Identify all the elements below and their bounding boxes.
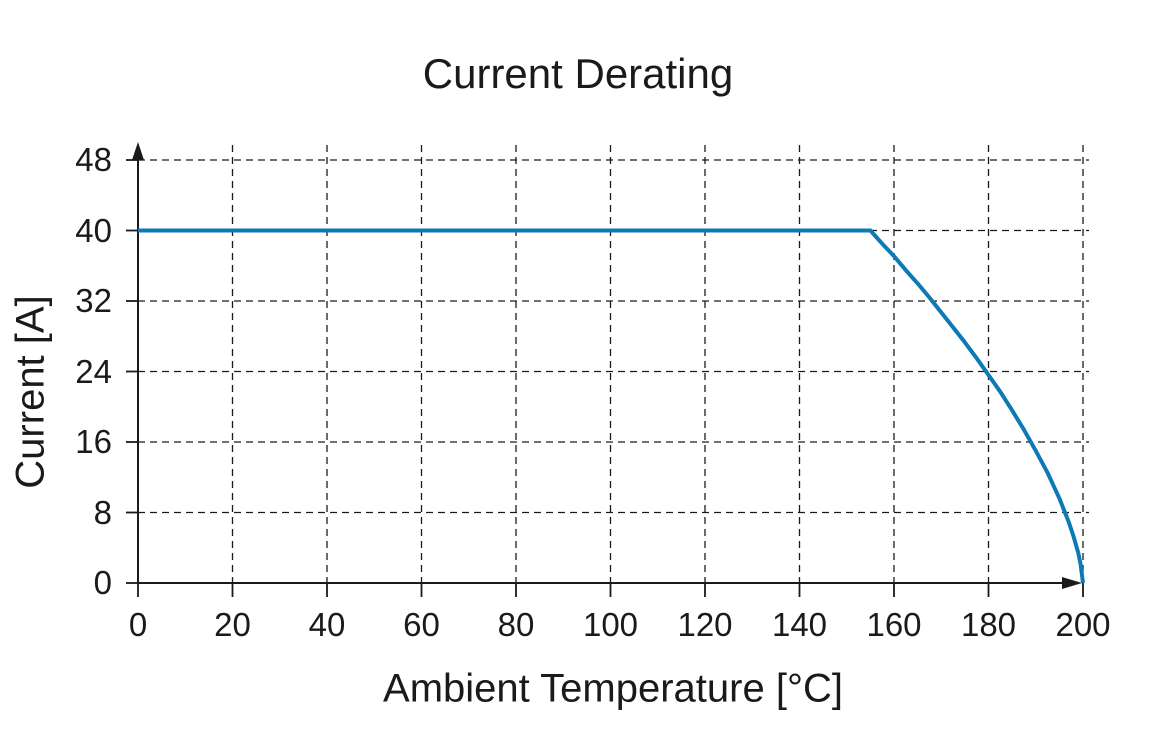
x-tick-label: 200 (1055, 606, 1111, 643)
x-tick-label: 120 (677, 606, 733, 643)
y-tick-label: 32 (75, 282, 112, 319)
derating-curve-line (138, 228, 1085, 584)
x-tick-label: 20 (214, 606, 251, 643)
chart-title: Current Derating (422, 50, 734, 97)
x-tick-label: 60 (403, 606, 440, 643)
x-tick-label: 80 (497, 606, 535, 643)
x-axis-arrow (1062, 577, 1082, 589)
y-tick-label: 24 (75, 352, 112, 390)
y-tick-label: 48 (75, 141, 112, 178)
x-tick-label: 140 (771, 606, 828, 643)
y-tick-label: 40 (75, 211, 112, 249)
x-tick-label: 160 (866, 606, 922, 643)
y-axis-arrow (132, 142, 144, 160)
y-tick-label: 16 (75, 423, 112, 460)
x-tick-label: 100 (582, 606, 639, 643)
x-axis-title: Ambient Temperature [°C] (383, 666, 843, 711)
y-tick-label: 8 (93, 493, 112, 531)
x-tick-label: 40 (308, 606, 346, 643)
x-tick-label: 180 (960, 606, 1017, 643)
y-tick-label: 0 (93, 564, 112, 601)
x-tick-label: 0 (128, 606, 148, 643)
